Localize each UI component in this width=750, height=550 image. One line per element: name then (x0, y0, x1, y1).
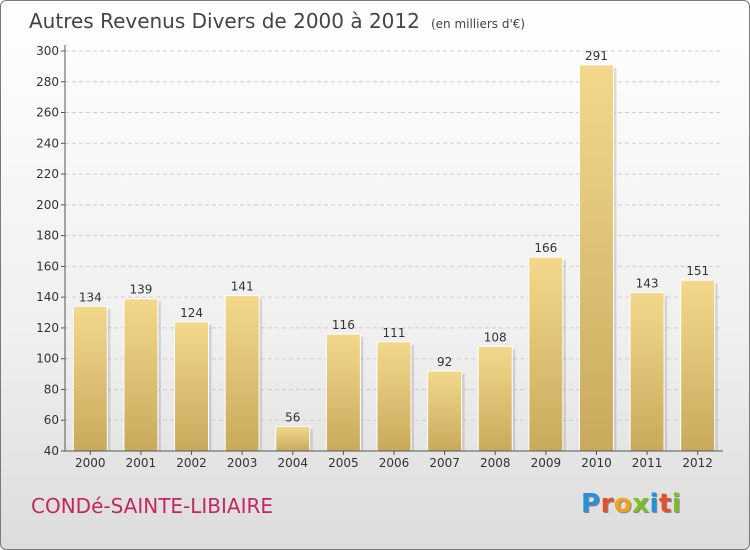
bar (427, 370, 463, 452)
logo-letter: P (581, 489, 601, 519)
y-tick-label: 60 (44, 413, 59, 427)
y-tick-label: 140 (36, 290, 59, 304)
x-tick-label: 2009 (531, 456, 562, 470)
axes (61, 45, 723, 455)
y-tick-label: 220 (36, 167, 59, 181)
logo-letter: i (671, 489, 682, 519)
bar-value-label: 124 (180, 306, 203, 320)
bar-value-label: 56 (285, 410, 300, 424)
logo-letter: r (600, 489, 614, 519)
bar (224, 295, 260, 452)
x-tick-label: 2010 (581, 456, 612, 470)
y-tick-label: 300 (36, 44, 59, 58)
logo-letter: o (613, 489, 633, 519)
bar-value-label: 108 (484, 330, 507, 344)
logo-letter: t (658, 489, 672, 519)
bar-value-label: 143 (636, 277, 659, 291)
labels: 40 60 80 100 120 140 160 180 200 220 240 260 280 300 1… (36, 44, 713, 470)
y-tick-label: 100 (36, 352, 59, 366)
x-tick-label: 2008 (480, 456, 511, 470)
chart-title-unit: (en milliers d'€) (430, 17, 526, 31)
x-tick-label: 2001 (126, 456, 157, 470)
bar (174, 321, 210, 452)
x-tick-label: 2012 (682, 456, 713, 470)
bars (72, 64, 718, 452)
x-tick-label: 2007 (429, 456, 460, 470)
bar (629, 292, 665, 452)
bar-value-label: 116 (332, 318, 355, 332)
proxiti-logo: Proxiti (581, 489, 681, 519)
bar (477, 345, 513, 452)
bar-value-label: 111 (383, 326, 406, 340)
chart-title: Autres Revenus Divers de 2000 à 2012 (en… (29, 9, 525, 33)
bar-value-label: 291 (585, 49, 608, 63)
y-tick-label: 180 (36, 229, 59, 243)
y-tick-label: 260 (36, 106, 59, 120)
bar (275, 425, 311, 452)
x-tick-label: 2005 (328, 456, 359, 470)
bar-value-label: 141 (231, 280, 254, 294)
bar-value-label: 151 (686, 264, 709, 278)
bar (72, 305, 108, 452)
commune-name: CONDé-SAINTE-LIBIAIRE (31, 494, 274, 518)
x-tick-label: 2011 (632, 456, 663, 470)
bar (325, 333, 361, 452)
y-tick-label: 160 (36, 259, 59, 273)
y-tick-label: 40 (44, 444, 59, 458)
bar (376, 341, 412, 452)
chart-title-main: Autres Revenus Divers de 2000 à 2012 (29, 9, 420, 33)
y-tick-label: 200 (36, 198, 59, 212)
bar-value-label: 139 (129, 283, 152, 297)
y-tick-label: 120 (36, 321, 59, 335)
logo-letter: i (649, 489, 659, 519)
bar-value-label: 92 (437, 355, 452, 369)
logo-letter: x (632, 489, 650, 519)
bar (123, 298, 159, 452)
y-tick-label: 280 (36, 75, 59, 89)
x-tick-label: 2000 (75, 456, 106, 470)
y-tick-label: 240 (36, 136, 59, 150)
x-tick-label: 2004 (277, 456, 308, 470)
bar (680, 279, 716, 452)
bar-value-label: 134 (79, 290, 102, 304)
x-tick-label: 2002 (176, 456, 207, 470)
bar (578, 64, 614, 452)
x-tick-label: 2006 (379, 456, 410, 470)
y-tick-label: 80 (44, 382, 59, 396)
bar-value-label: 166 (534, 241, 557, 255)
bar (528, 256, 564, 452)
x-tick-label: 2003 (227, 456, 258, 470)
